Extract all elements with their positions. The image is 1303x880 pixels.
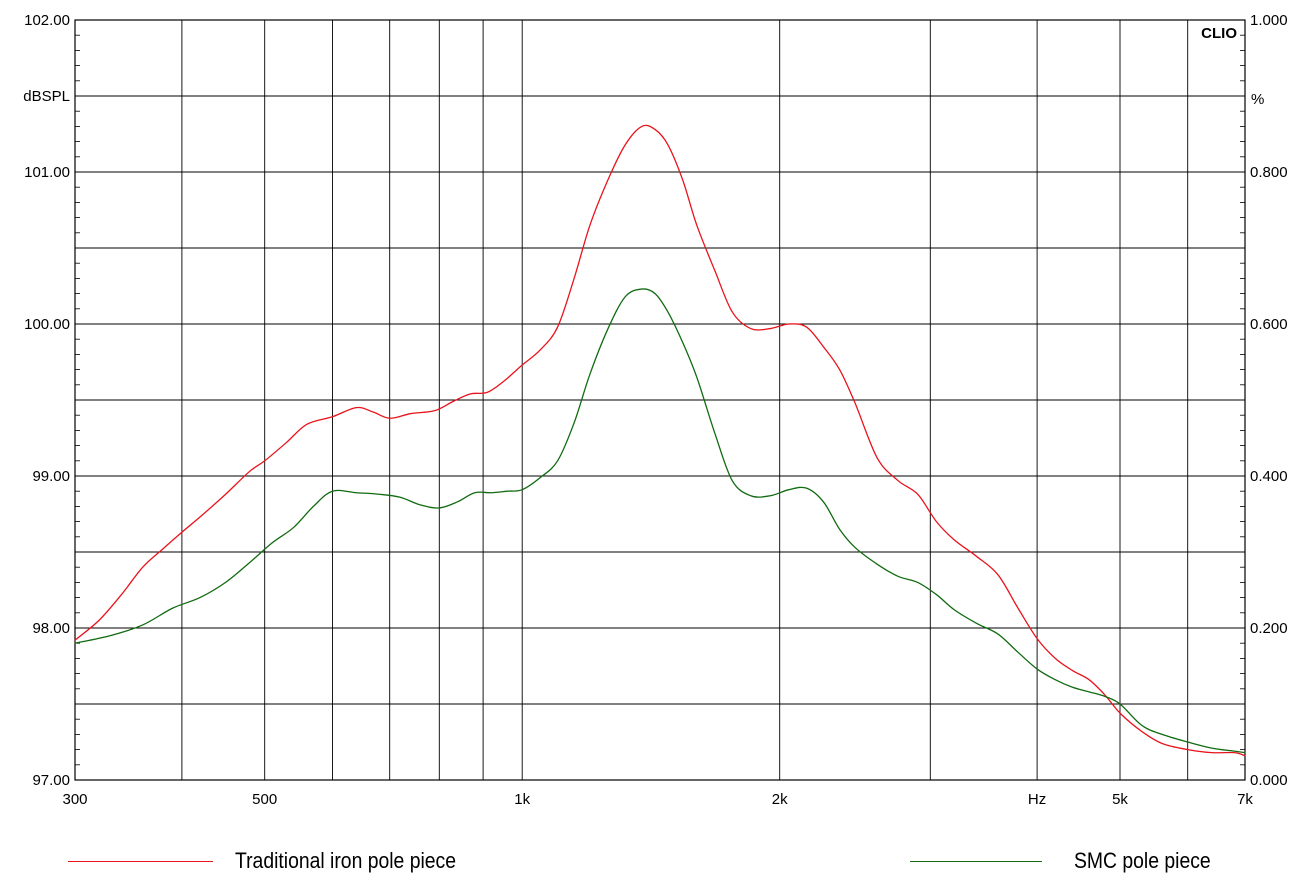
minor-ticks — [75, 34, 1245, 766]
y2-axis-unit-label: % — [1251, 91, 1264, 108]
plot-frame — [74, 19, 1246, 781]
x-tick-label: 1k — [514, 791, 530, 808]
y-axis-unit-label: dBSPL — [23, 88, 70, 105]
series-line-traditional-iron — [74, 124, 1246, 757]
x-tick-label: 500 — [252, 791, 277, 808]
legend-label-smc: SMC pole piece — [1074, 848, 1211, 873]
grid — [75, 20, 1245, 780]
legend-swatch-smc — [910, 860, 1042, 862]
legend-item-smc: SMC pole piece — [910, 846, 1229, 876]
y2-tick-label: 1.000 — [1250, 12, 1288, 29]
y-tick-label: 97.00 — [32, 772, 70, 789]
y-tick-label: 99.00 — [32, 468, 70, 485]
x-tick-label: 7k — [1237, 791, 1253, 808]
legend-label-traditional: Traditional iron pole piece — [235, 848, 456, 873]
x-tick-label: 5k — [1112, 791, 1128, 808]
x-axis-unit-label: Hz — [1028, 791, 1046, 808]
x-tick-label: 2k — [772, 791, 788, 808]
y-tick-label: 102.00 — [24, 12, 70, 29]
x-tick-label: 300 — [62, 791, 87, 808]
brand-label: CLIO — [1201, 25, 1237, 42]
series-line-smc — [74, 288, 1246, 754]
y2-tick-label: 0.400 — [1250, 468, 1288, 485]
axis-labels: 97.00 98.00 99.00 100.00 101.00 102.00 0.000 0.… — [24, 12, 1287, 808]
y-tick-label: 100.00 — [24, 316, 70, 333]
legend-swatch-traditional — [68, 860, 213, 862]
y-tick-label: 98.00 — [32, 620, 70, 637]
y2-tick-label: 0.200 — [1250, 620, 1288, 637]
y-tick-label: 101.00 — [24, 164, 70, 181]
y2-tick-label: 0.600 — [1250, 316, 1288, 333]
legend-item-traditional: Traditional iron pole piece — [68, 846, 486, 876]
y2-tick-label: 0.000 — [1250, 772, 1288, 789]
series-lines — [74, 124, 1246, 757]
y2-tick-label: 0.800 — [1250, 164, 1288, 181]
